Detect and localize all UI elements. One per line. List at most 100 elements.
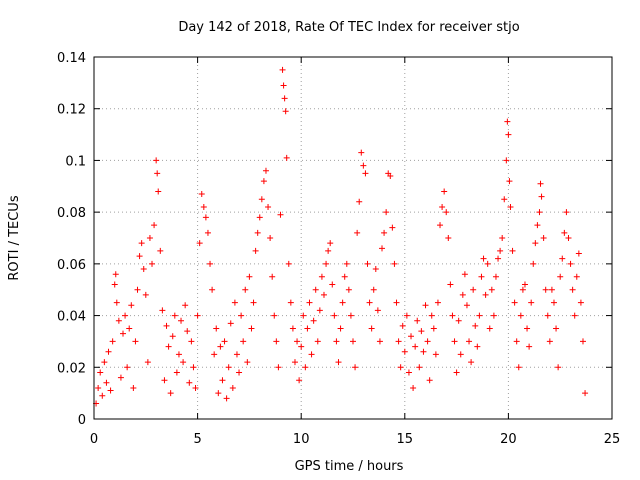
- data-point: [468, 359, 475, 366]
- data-point: [217, 343, 224, 350]
- data-point: [343, 260, 350, 267]
- data-point: [548, 286, 555, 293]
- data-point: [374, 307, 381, 314]
- data-point: [182, 302, 189, 309]
- data-point: [269, 273, 276, 280]
- data-point: [449, 312, 456, 319]
- axis-ticks: 0 5 10 15 20 25 0 0.02 0.04 0.06 0.08 0.1 0.12 0.14: [57, 51, 620, 447]
- data-point: [447, 281, 454, 288]
- y-tick-label: 0.02: [57, 361, 86, 376]
- data-point: [202, 214, 209, 221]
- data-point: [256, 214, 263, 221]
- data-point: [519, 286, 526, 293]
- data-point: [213, 325, 220, 332]
- data-point: [507, 203, 514, 210]
- data-point: [509, 247, 516, 254]
- data-point: [362, 170, 369, 177]
- data-point: [130, 384, 137, 391]
- data-point: [163, 322, 170, 329]
- data-point: [242, 286, 249, 293]
- data-point: [146, 235, 153, 241]
- y-tick-label: 0.1: [65, 154, 86, 169]
- data-point: [524, 325, 531, 332]
- data-point: [280, 82, 287, 89]
- data-point: [437, 222, 444, 229]
- y-tick-label: 0.12: [57, 103, 86, 118]
- data-point: [105, 348, 112, 355]
- data-point: [200, 203, 207, 210]
- data-point: [571, 312, 578, 319]
- data-point: [285, 260, 292, 267]
- data-point: [478, 273, 485, 280]
- data-point: [316, 307, 323, 314]
- data-point: [204, 229, 211, 236]
- data-point: [472, 322, 479, 329]
- data-point: [198, 191, 205, 198]
- data-point: [565, 235, 572, 241]
- data-point: [231, 299, 238, 306]
- data-point: [337, 325, 344, 332]
- data-point: [124, 364, 131, 371]
- data-point: [117, 374, 124, 381]
- data-point: [457, 351, 464, 358]
- data-point: [414, 317, 421, 324]
- chart-title: Day 142 of 2018, Rate Of TEC Index for r…: [178, 20, 519, 35]
- data-point: [175, 351, 182, 358]
- data-point: [329, 281, 336, 288]
- data-point: [250, 299, 257, 306]
- data-point: [393, 299, 400, 306]
- data-point: [555, 364, 562, 371]
- data-point: [134, 286, 141, 293]
- data-point: [410, 384, 417, 391]
- data-point: [254, 229, 261, 236]
- data-point: [563, 209, 570, 216]
- data-point: [155, 188, 162, 195]
- data-point: [356, 198, 363, 205]
- data-point: [501, 196, 508, 203]
- data-point: [412, 343, 419, 350]
- data-point: [418, 328, 425, 335]
- data-point: [165, 343, 172, 350]
- data-point: [399, 322, 406, 329]
- data-point: [300, 312, 307, 319]
- data-point: [327, 240, 334, 247]
- data-point: [505, 131, 512, 138]
- data-point: [389, 224, 396, 231]
- data-point: [482, 291, 489, 298]
- data-point: [227, 320, 234, 327]
- data-point: [265, 203, 272, 210]
- data-point: [561, 229, 568, 236]
- data-point: [207, 260, 214, 267]
- data-point: [515, 364, 522, 371]
- data-point: [173, 369, 180, 376]
- data-point: [111, 281, 118, 288]
- data-point: [567, 260, 574, 267]
- data-point: [459, 291, 466, 298]
- data-points: [93, 66, 589, 407]
- data-point: [219, 377, 226, 384]
- data-point: [345, 286, 352, 293]
- data-point: [486, 325, 493, 332]
- data-point: [391, 260, 398, 267]
- data-point: [579, 338, 586, 345]
- data-point: [275, 364, 282, 371]
- data-point: [101, 359, 108, 366]
- data-point: [215, 390, 222, 397]
- data-point: [323, 260, 330, 267]
- data-point: [575, 250, 582, 257]
- data-point: [252, 247, 259, 254]
- data-point: [395, 338, 402, 345]
- data-point: [142, 291, 149, 298]
- data-point: [188, 338, 195, 345]
- data-point: [430, 325, 437, 332]
- data-point: [308, 351, 315, 358]
- data-point: [557, 273, 564, 280]
- data-point: [225, 364, 232, 371]
- data-point: [530, 260, 537, 267]
- data-point: [333, 338, 340, 345]
- data-point: [99, 392, 106, 399]
- data-point: [476, 312, 483, 319]
- data-point: [312, 286, 319, 293]
- data-point: [350, 338, 356, 345]
- data-point: [441, 188, 448, 195]
